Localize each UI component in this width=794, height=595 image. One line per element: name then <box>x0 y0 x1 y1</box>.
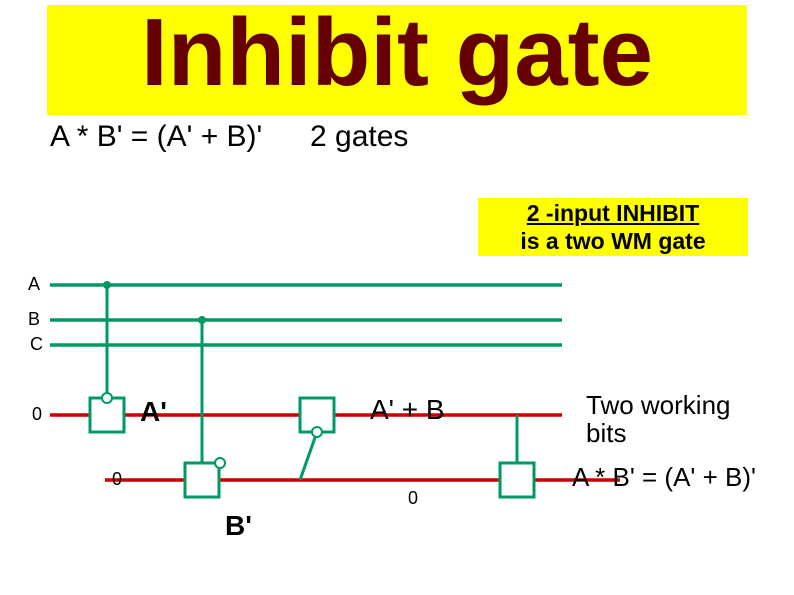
gate-4 <box>500 463 534 497</box>
label-zero-mid: 0 <box>408 488 418 509</box>
dot-a <box>103 281 111 289</box>
open-dot-3 <box>312 427 322 437</box>
label-b-prime: B' <box>225 510 252 542</box>
open-dot-2 <box>215 458 225 468</box>
rail-label-b: B <box>28 309 40 330</box>
dot-b <box>198 316 206 324</box>
rail-label-c: C <box>30 334 43 355</box>
note-bits: bits <box>586 418 626 449</box>
note-eq2: A * B' = (A' + B)' <box>572 462 756 493</box>
bit-label-bottom: 0 <box>112 469 122 490</box>
circuit-diagram <box>0 0 794 595</box>
diag-conn <box>300 432 317 480</box>
gate-2 <box>185 463 219 497</box>
label-a-prime: A' <box>140 396 167 428</box>
label-a-plus-b: A' + B <box>370 394 445 426</box>
open-dot-1 <box>102 393 112 403</box>
rail-label-a: A <box>28 274 40 295</box>
note-two-working: Two working <box>586 390 731 421</box>
bit-label-top: 0 <box>32 404 42 425</box>
